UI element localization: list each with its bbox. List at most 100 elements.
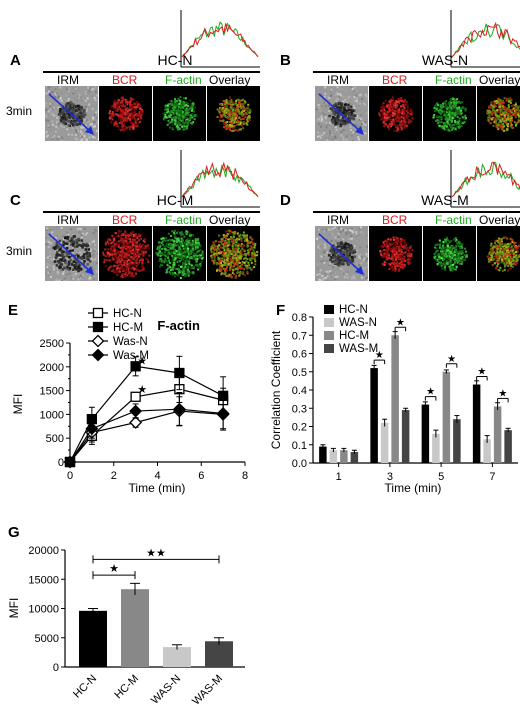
panel-letter-d: D — [280, 192, 291, 209]
title-underline-d — [313, 211, 520, 213]
panel-letter-e: E — [8, 302, 19, 319]
overlay-image-c — [207, 226, 260, 281]
bcr-image-c-image — [102, 230, 151, 279]
group-title-a: HC-N — [157, 52, 193, 68]
bcr-image-a-image — [108, 96, 144, 132]
y-tick-label: 500 — [46, 433, 64, 445]
x-tick-label-HC-N: HC-N — [71, 673, 99, 701]
bar-WAS-N-7 — [483, 439, 491, 463]
x-tick-label-WAS-N: WAS-N — [149, 673, 183, 707]
factin-image-b — [423, 86, 476, 141]
panel-letter-b: B — [280, 52, 291, 69]
factin-image-b-image — [432, 96, 468, 132]
panel-letter-g: G — [8, 524, 20, 541]
bcr-image-d — [369, 226, 422, 281]
factin-image-a-image — [162, 96, 198, 131]
bar-WAS-N — [163, 647, 191, 667]
chart-f-correlation: 0.0 0.1 0.2 0.3 0.4 0.5 0.6 0.7 0.8 1 3 ★ ★ 5 ★ ★ 7 ★ ★ Tim… — [269, 304, 518, 495]
factin-image-c — [153, 226, 206, 281]
significance-star: ★ — [426, 387, 435, 398]
irm-image-d-image — [315, 226, 368, 281]
significance-star: ★ — [375, 350, 384, 361]
factin-image-c-image — [155, 229, 205, 279]
factin-image-d — [423, 226, 476, 281]
chart-g-mfi-bars: 0 5000 10000 15000 20000 MFI HC-N HC-M WAS-N WAS-… — [7, 545, 245, 708]
intensity-profile-d — [450, 150, 520, 208]
bar-HC-N-3 — [370, 368, 378, 463]
legend-label-HC-N: HC-N — [113, 308, 142, 320]
channel-label-bcr: BCR — [112, 213, 138, 227]
bar-HC-N-7 — [472, 384, 481, 463]
legend-swatch-WAS-N — [324, 318, 334, 327]
significance-star: ★ — [396, 317, 405, 328]
irm-image-b-image — [315, 86, 368, 141]
legend-label-WAS-N: WAS-N — [339, 317, 377, 329]
legend-swatch-HC-N — [324, 305, 334, 314]
y-tick-label: 15000 — [28, 574, 59, 586]
overlay-image-d-image — [486, 236, 520, 272]
channel-label-factin: F-actin — [165, 73, 202, 87]
data-point-Was-M — [172, 402, 186, 416]
time-label-a: 3min — [6, 104, 33, 118]
bcr-image-d-image — [379, 236, 414, 272]
x-tick-label: 8 — [242, 470, 248, 482]
bar-HC-N-1 — [319, 446, 327, 463]
group-title-b: WAS-N — [421, 52, 469, 68]
y-tick-label: 0 — [58, 457, 64, 469]
x-tick-label: 2 — [111, 470, 117, 482]
channel-label-bcr: BCR — [382, 213, 408, 227]
time-label-c: 3min — [6, 244, 33, 258]
significance-star: ★ — [137, 384, 147, 396]
y-tick-label: 2000 — [40, 362, 64, 374]
legend-marker-HC-N — [92, 307, 104, 319]
x-tick-label: 7 — [489, 471, 495, 483]
data-point-Was-N — [129, 416, 143, 429]
intensity-profile-a — [180, 10, 260, 68]
significance-star: ★ — [447, 354, 456, 365]
irm-image-a-image — [45, 86, 98, 141]
panel-letter-f: F — [276, 302, 286, 319]
title-underline-a — [43, 71, 260, 73]
channel-label-overlay: Overlay — [209, 73, 251, 87]
significance-star: ★★ — [146, 547, 166, 559]
bar-WAS-M — [205, 641, 233, 667]
x-tick-label-HC-M: HC-M — [112, 673, 141, 702]
panel-letter-c: C — [10, 192, 21, 209]
bar-HC-M — [121, 589, 149, 667]
bcr-image-b — [369, 86, 422, 141]
x-axis-label: Time (min) — [129, 481, 186, 495]
bar-WAS-N-1 — [329, 450, 338, 463]
channel-label-factin: F-actin — [435, 213, 472, 227]
overlay-image-a-image — [216, 96, 252, 132]
x-axis-label: Time (min) — [385, 481, 442, 495]
y-tick-label: 20000 — [28, 545, 59, 557]
bar-WAS-N-3 — [380, 422, 389, 463]
channel-label-irm: IRM — [57, 213, 79, 227]
y-axis-label: MFI — [11, 394, 25, 415]
profile-line-bcr — [451, 161, 520, 198]
data-point-Was-M — [85, 422, 99, 436]
bcr-image-b-image — [378, 96, 414, 132]
bar-HC-N — [79, 610, 107, 667]
bar-HC-M-3 — [391, 335, 399, 463]
y-tick-label: 2500 — [40, 338, 64, 350]
irm-image-a — [45, 86, 98, 141]
y-axis-label: MFI — [7, 598, 21, 619]
y-tick-label: 5000 — [35, 633, 59, 645]
y-tick-label: 1500 — [40, 386, 64, 398]
channel-label-irm: IRM — [57, 73, 79, 87]
y-tick-label: 0.2 — [292, 422, 307, 434]
title-underline-b — [313, 71, 520, 73]
irm-image-c — [45, 226, 98, 281]
channel-label-irm: IRM — [327, 213, 349, 227]
bar-WAS-M-3 — [401, 410, 410, 463]
overlay-image-c-image — [210, 229, 259, 279]
chart-e-factin-mfi: 0 500 1000 1500 2000 2500 0 2 4 6 8 Time (min) MFI F-… — [11, 307, 248, 495]
overlay-image-b-image — [486, 97, 520, 132]
y-tick-label: 1000 — [40, 409, 64, 421]
channel-label-overlay: Overlay — [209, 213, 251, 227]
legend-label-Was-N: Was-N — [113, 336, 148, 348]
factin-image-d-image — [433, 236, 468, 272]
legend-label-HC-M: HC-M — [339, 330, 369, 342]
overlay-image-b — [477, 86, 520, 141]
